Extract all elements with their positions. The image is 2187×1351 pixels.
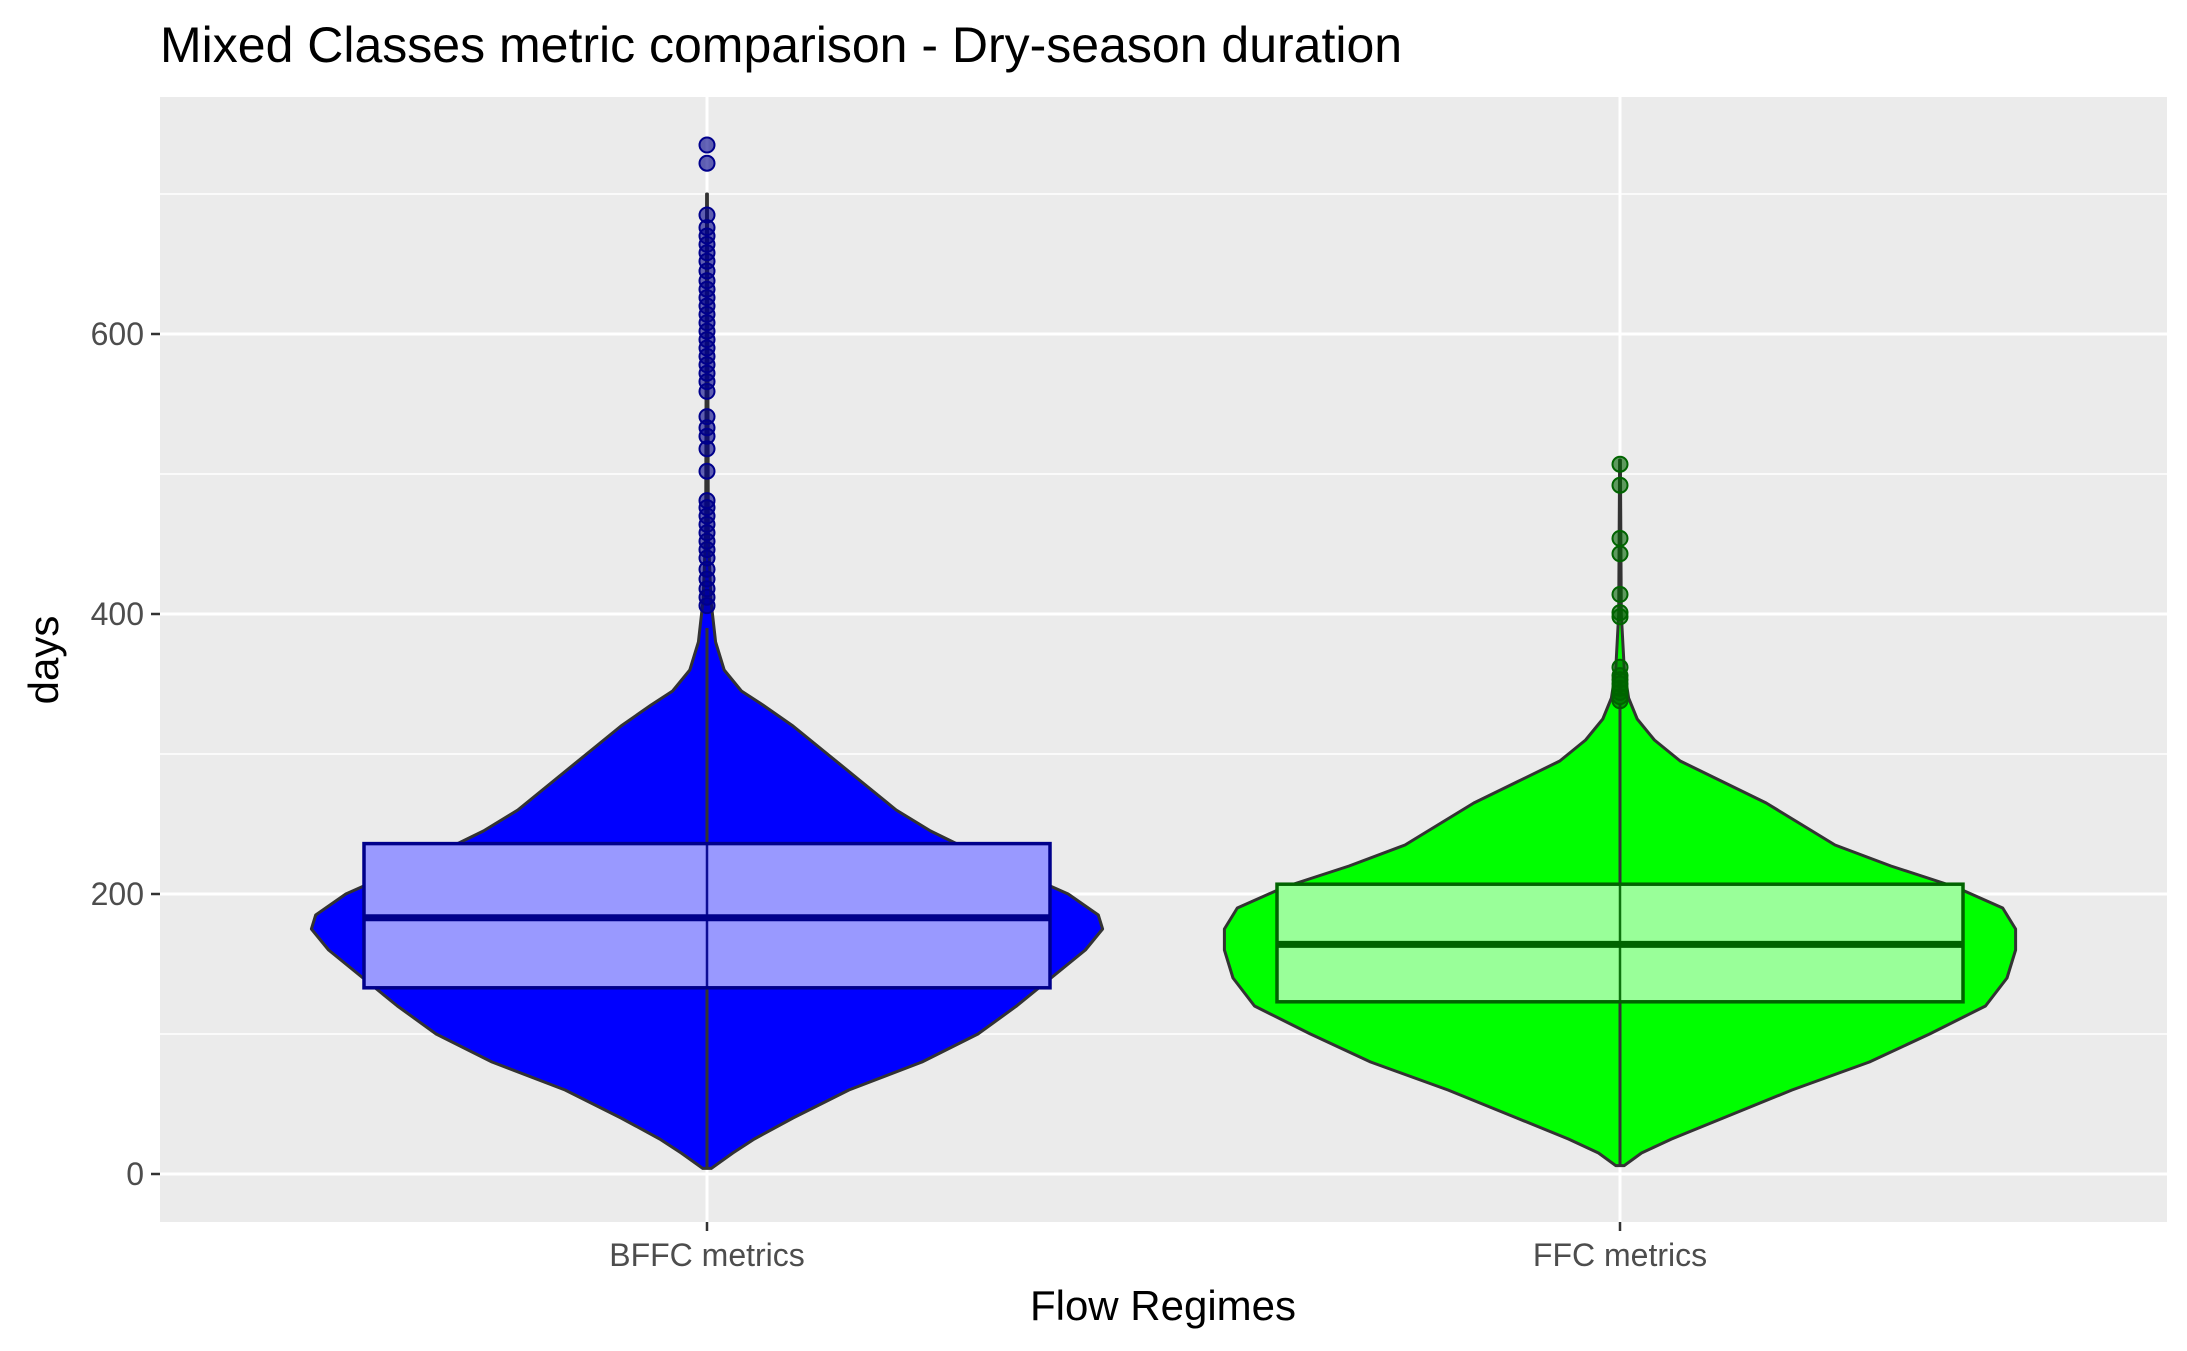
outlier-point: [1611, 545, 1629, 563]
outlier-point: [1611, 658, 1629, 676]
y-tick-label: 0: [126, 1156, 144, 1192]
outlier-point: [1611, 476, 1629, 494]
outlier-point: [698, 492, 716, 510]
chart-title: Mixed Classes metric comparison - Dry-se…: [160, 17, 1402, 73]
violin-group: [1222, 455, 2018, 1168]
outlier-point: [698, 206, 716, 224]
outlier-point: [1611, 585, 1629, 603]
x-axis-title: Flow Regimes: [1030, 1282, 1296, 1329]
data-layer: [309, 136, 2018, 1170]
y-tick-label: 200: [91, 876, 144, 912]
outlier-point: [1611, 529, 1629, 547]
outlier-point: [698, 408, 716, 426]
outlier-point: [698, 462, 716, 480]
outlier-point: [1611, 455, 1629, 473]
y-tick-label: 600: [91, 316, 144, 352]
violin-group: [309, 136, 1105, 1170]
y-axis-title: days: [20, 616, 67, 705]
outlier-point: [1611, 604, 1629, 622]
y-tick-label: 400: [91, 596, 144, 632]
outlier-point: [698, 154, 716, 172]
axes: 0 200 400 600 BFFC metrics FFC metrics: [91, 316, 1707, 1273]
outlier-point: [698, 136, 716, 154]
x-tick-label: FFC metrics: [1533, 1237, 1707, 1273]
x-tick-label: BFFC metrics: [609, 1237, 805, 1273]
